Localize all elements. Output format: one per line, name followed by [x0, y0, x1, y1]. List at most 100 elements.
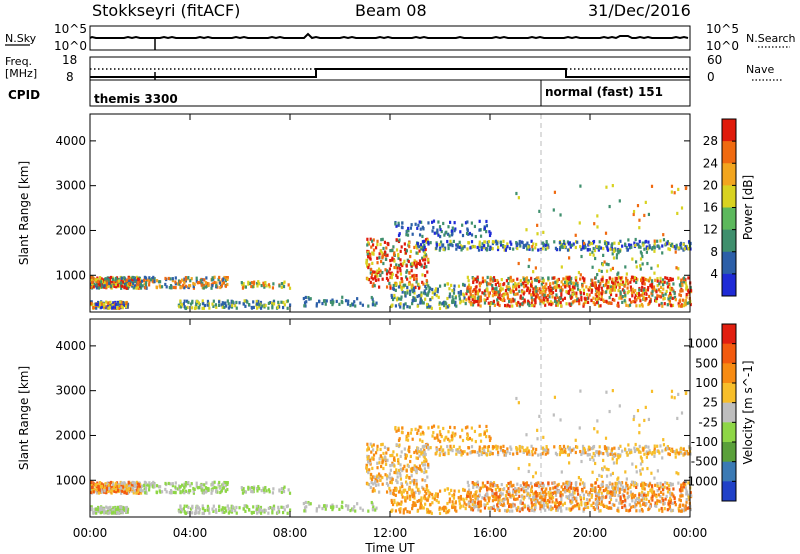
data-cell: [180, 508, 184, 512]
data-cell: [673, 291, 676, 296]
data-cell: [514, 281, 517, 286]
data-cell: [366, 456, 369, 460]
colorbar-tick-label: 16: [703, 201, 718, 215]
data-cell: [462, 299, 465, 303]
data-cell: [579, 482, 582, 486]
data-cell: [125, 506, 128, 510]
data-cell: [104, 482, 107, 486]
data-cell: [571, 490, 575, 494]
data-cell: [476, 275, 479, 279]
data-cell: [667, 452, 670, 456]
data-cell: [123, 481, 126, 485]
data-cell: [464, 221, 468, 225]
data-cell: [129, 276, 132, 281]
data-cell: [463, 296, 466, 300]
data-cell: [218, 275, 221, 280]
data-cell: [382, 466, 385, 471]
data-cell: [481, 280, 484, 284]
data-cell: [477, 508, 480, 512]
data-cell: [651, 288, 654, 292]
data-cell: [684, 246, 688, 250]
data-cell: [383, 250, 387, 254]
data-cell: [496, 247, 500, 252]
data-cell: [463, 283, 466, 287]
data-cell: [174, 282, 177, 286]
data-cell: [242, 284, 245, 288]
data-cell: [674, 451, 677, 456]
data-cell: [640, 293, 643, 297]
data-cell: [466, 289, 469, 293]
data-cell: [368, 468, 371, 472]
data-cell: [206, 299, 210, 304]
data-cell: [554, 485, 557, 489]
n-sky-label: N.Sky: [5, 32, 37, 45]
data-cell: [397, 233, 401, 237]
data-cell: [195, 507, 198, 512]
data-cell: [639, 299, 642, 303]
data-cell: [661, 488, 665, 492]
data-cell: [370, 450, 373, 454]
data-cell: [263, 305, 266, 309]
data-cell: [108, 302, 111, 306]
data-cell: [187, 275, 190, 280]
data-cell: [202, 507, 205, 511]
data-cell: [456, 243, 459, 247]
data-cell: [399, 266, 402, 270]
data-cell: [472, 482, 475, 486]
data-cell: [250, 486, 253, 490]
data-cell: [465, 231, 469, 236]
data-cell: [399, 502, 403, 506]
data-cell: [542, 493, 545, 498]
data-cell: [548, 288, 551, 292]
data-cell: [400, 277, 403, 281]
data-cell: [454, 303, 457, 307]
data-cell: [356, 502, 359, 506]
data-cell: [512, 504, 515, 508]
data-cell: [152, 275, 155, 280]
data-cell: [630, 505, 633, 509]
data-cell: [353, 300, 356, 304]
data-cell: [586, 505, 590, 509]
data-cell: [452, 298, 455, 302]
data-cell: [633, 501, 637, 505]
data-cell: [431, 229, 434, 233]
data-cell: [580, 503, 583, 507]
data-cell: [527, 264, 530, 269]
data-cell: [646, 278, 649, 282]
data-cell: [562, 283, 565, 287]
data-cell: [212, 509, 215, 513]
data-cell: [682, 242, 685, 247]
data-cell: [433, 231, 436, 235]
data-cell: [374, 483, 378, 487]
data-cell: [661, 449, 664, 453]
data-cell: [135, 279, 139, 283]
data-cell: [158, 284, 161, 288]
data-cell: [645, 245, 648, 249]
data-cell: [425, 484, 428, 488]
data-cell: [519, 296, 522, 300]
data-cell: [180, 278, 184, 282]
data-cell: [238, 301, 241, 305]
data-cell: [132, 481, 135, 485]
data-cell: [619, 292, 622, 296]
data-cell: [427, 260, 430, 264]
data-cell: [103, 281, 106, 285]
data-cell: [309, 502, 312, 506]
data-cell: [178, 282, 181, 286]
data-cell: [562, 277, 565, 281]
data-cell: [544, 303, 547, 307]
data-cell: [661, 251, 664, 255]
data-cell: [413, 245, 416, 250]
data-cell: [127, 487, 131, 491]
data-cell: [525, 283, 528, 288]
data-cell: [492, 289, 495, 294]
data-cell: [218, 486, 222, 490]
data-cell: [231, 505, 234, 509]
data-cell: [508, 285, 511, 289]
data-cell: [485, 429, 489, 433]
data-cell: [505, 279, 509, 283]
data-cell: [121, 306, 124, 310]
data-cell: [495, 495, 498, 500]
data-cell: [256, 306, 259, 310]
data-cell: [558, 446, 561, 450]
